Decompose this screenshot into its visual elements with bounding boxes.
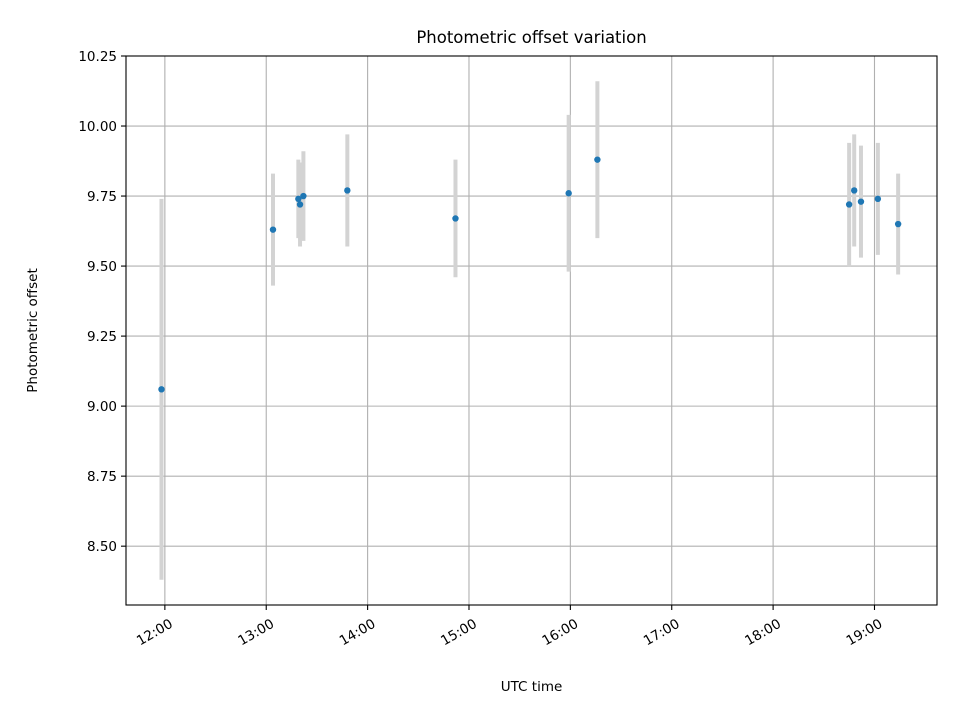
x-grid-lines [164,56,876,605]
y-tick-label: 8.75 [87,469,117,485]
data-point [857,198,865,205]
axes-frame [125,55,938,606]
y-axis-ticks: 8.50 8.75 9.00 9.25 9.50 9.75 10.00 10.25 [78,49,126,555]
data-point [845,201,853,208]
data-point [344,187,351,194]
data-point [874,195,882,203]
data-point [594,156,601,163]
y-tick-label: 9.00 [87,399,117,415]
y-tick-label: 9.50 [87,259,117,275]
x-axis-label: UTC time [501,679,563,695]
data-point [565,190,572,197]
y-axis-label: Photometric offset [25,268,41,392]
chart-title: Photometric offset variation [416,28,646,47]
y-tick-label: 10.00 [78,119,117,135]
data-point [894,220,902,228]
y-tick-label: 10.25 [78,49,117,65]
y-tick-label: 9.25 [87,329,117,345]
plot-area [126,56,937,605]
data-point [269,226,277,233]
data-point [296,201,304,208]
data-point [158,386,165,393]
y-tick-label: 8.50 [87,539,117,555]
data-point [300,192,307,200]
data-markers [158,156,902,393]
data-point [452,215,459,222]
data-point [851,187,858,194]
y-tick-label: 9.75 [87,189,117,205]
data-point [295,195,302,203]
